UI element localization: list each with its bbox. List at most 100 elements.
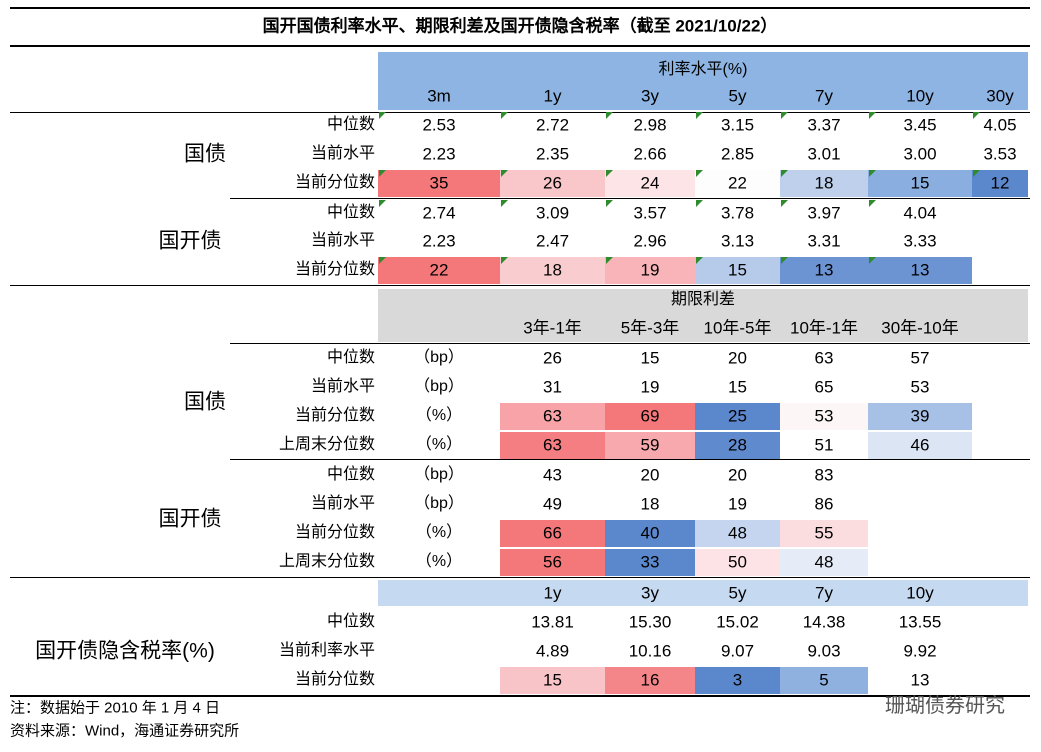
cell-value: 53 [910,377,930,397]
title: 国开国债利率水平、期限利差及国开债隐含税率（截至 2021/10/22） [262,16,778,36]
row-label: 上周末分位数 [278,553,375,570]
unit: （bp） [414,378,464,395]
column-header: 30y [986,86,1014,106]
cell-fill [500,549,605,576]
cell-value: 15.30 [628,612,672,632]
cell-value: 3.37 [807,115,841,135]
cell-value: 2.53 [422,115,456,135]
cell-value: 2.47 [535,231,570,251]
cell-fill [780,432,868,459]
row-label: 当前分位数 [294,407,375,424]
cell-fill [695,667,780,694]
column-header: 3m [427,86,451,106]
cell-marker [379,257,386,264]
cell-value: 26 [543,348,562,368]
cell-fill [868,170,972,197]
cell-fill [868,257,972,284]
cell-marker [781,170,788,177]
cell-marker [501,200,508,207]
cell-fill [695,403,780,430]
unit: （%） [415,524,463,541]
cell-marker [696,257,703,264]
cell-fill [868,667,972,694]
cell-value: 20 [728,348,747,368]
column-header: 7y [815,583,833,603]
cell-value: 83 [814,465,834,485]
cell-value: 2.96 [633,231,667,251]
cell-value: 2.98 [633,115,667,135]
cell-value: 3.09 [535,203,570,223]
header-band [378,580,1028,606]
rule [230,198,1030,199]
cell-value: 3.15 [720,115,755,135]
cell-value: 15 [640,348,660,368]
group-name: 国开债 [158,507,222,530]
row-label: 中位数 [326,613,375,630]
section-header: 期限利差 [670,291,736,308]
column-header: 10年-5年 [703,318,772,338]
cell-marker [501,257,508,264]
cell-value: 35 [429,173,449,193]
watermark: 珊瑚债券研究 [885,695,1005,717]
cell-value: 3.57 [633,203,667,223]
cell-fill [378,170,500,197]
cell-value: 3.01 [807,144,841,164]
note: 资料来源：Wind，海通证券研究所 [10,722,240,740]
rule [230,343,1030,344]
cell-value: 13.55 [898,612,942,632]
cell-value: 2.72 [535,115,570,135]
cell-value: 3.97 [807,203,841,223]
cell-fill [605,257,695,284]
cell-value: 4.89 [535,641,570,661]
cell-fill [605,403,695,430]
cell-fill [605,170,695,197]
cell-value: 2.23 [422,144,456,164]
cell-marker [696,112,703,119]
rule [10,695,1030,697]
cell-value: 5 [819,670,829,690]
cell-value: 2.74 [422,203,456,223]
cell-value: 69 [640,406,660,426]
cell-fill [780,257,868,284]
cell-value: 48 [728,523,747,543]
cell-marker [606,257,613,264]
cell-marker [606,112,613,119]
cell-fill [695,432,780,459]
cell-value: 12 [990,173,1010,193]
cell-value: 18 [640,494,660,514]
cell-value: 63 [543,435,562,455]
column-header: 30年-10年 [881,318,959,338]
cell-value: 15 [910,173,930,193]
cell-fill [605,667,695,694]
row-label: 中位数 [326,466,375,483]
cell-value: 56 [543,552,562,572]
cell-marker [379,200,386,207]
cell-fill [500,170,605,197]
rule [10,577,1030,578]
cell-marker [973,170,980,177]
cell-fill [605,549,695,576]
row-label: 上周末分位数 [278,436,375,453]
cell-value: 33 [640,552,660,572]
row-label: 当前分位数 [294,671,375,688]
cell-value: 2.85 [720,144,755,164]
column-header: 5年-3年 [620,318,680,338]
column-header: 7y [815,86,833,106]
cell-value: 10.16 [628,641,672,661]
column-header: 3y [641,86,659,106]
cell-fill [500,432,605,459]
section-header: 利率水平(%) [658,61,748,78]
rule [230,459,1030,460]
cell-value: 13.81 [531,612,574,632]
cell-value: 19 [640,377,660,397]
cell-value: 3.33 [903,231,937,251]
cell-value: 19 [728,494,747,514]
cell-marker [781,200,788,207]
cell-value: 63 [543,406,562,426]
unit: （%） [415,436,463,453]
cell-marker [869,200,876,207]
cell-value: 48 [814,552,834,572]
cell-value: 9.03 [807,641,841,661]
cell-value: 14.38 [802,612,846,632]
